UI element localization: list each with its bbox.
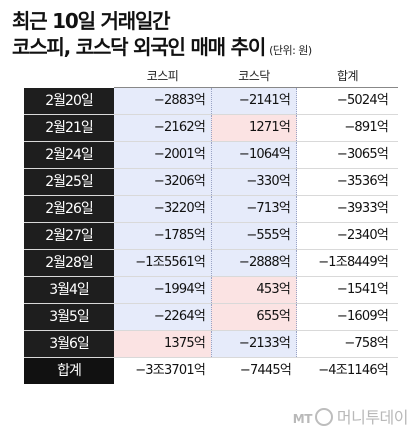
total-value: −2340억 xyxy=(336,228,389,243)
kosdaq-value: −330억 xyxy=(211,169,297,195)
table-row: 3월5일 −2264억 655억 −1609억 xyxy=(24,304,398,331)
total-value: −1조8449억 xyxy=(318,255,389,270)
header-divider xyxy=(114,87,398,88)
total-value: −891억 xyxy=(344,120,388,135)
kospi-value: −2162억 xyxy=(114,115,211,141)
table-row: 3월6일 1375억 −2133억 −758억 xyxy=(24,331,398,358)
title-line-2-text: 코스피, 코스닥 외국인 매매 추이 xyxy=(12,35,266,59)
sum-label: 합계 xyxy=(24,358,114,384)
total-value: −5024억 xyxy=(336,93,389,108)
total-value: −3065억 xyxy=(336,147,389,162)
row-date-label: 2월25일 xyxy=(24,169,114,195)
total-value: −3933억 xyxy=(336,201,389,216)
title-line-1: 최근 10일 거래일간 xyxy=(12,9,171,33)
table-body: 2월20일 −2883억 −2141억 −5024억 2월21일 −2162억 1271억 −… xyxy=(24,88,398,358)
kospi-value: −1조5561억 xyxy=(114,250,211,276)
kospi-value: −2883억 xyxy=(114,88,211,114)
table-row: 3월4일 −1994억 453억 −1541억 xyxy=(24,277,398,304)
row-date-label: 2월26일 xyxy=(24,196,114,222)
kosdaq-value: −2141억 xyxy=(211,88,297,114)
kospi-value: −3206억 xyxy=(114,169,211,195)
row-date-label: 2월28일 xyxy=(24,250,114,276)
row-date-label: 2월20일 xyxy=(24,88,114,114)
total-value: −1609억 xyxy=(336,309,389,324)
row-date-label: 2월24일 xyxy=(24,142,114,168)
foreign-trading-table: 코스피 코스닥 합계 2월20일 −2883억 −2141억 −5024억 2월21일 −… xyxy=(24,63,398,384)
header-total: 합계 xyxy=(336,69,359,83)
logo-text: 머니투데이 xyxy=(336,408,409,427)
sum-total: −4조1146억 xyxy=(297,358,398,384)
kospi-value: −3220억 xyxy=(114,196,211,222)
row-date-label: 2월21일 xyxy=(24,115,114,141)
row-date-label: 3월4일 xyxy=(24,277,114,303)
row-date-label: 2월27일 xyxy=(24,223,114,249)
title-line-2: 코스피, 코스닥 외국인 매매 추이 (단위: 원) xyxy=(12,34,412,64)
chart-title: 최근 10일 거래일간 코스피, 코스닥 외국인 매매 추이 (단위: 원) xyxy=(12,8,412,64)
total-value: −758억 xyxy=(344,336,388,351)
kospi-value: −1994억 xyxy=(114,277,211,303)
kospi-value: −2264억 xyxy=(114,304,211,330)
sum-kosdaq: −7445억 xyxy=(211,358,297,384)
kosdaq-value: −713억 xyxy=(211,196,297,222)
kosdaq-value: −2133억 xyxy=(211,331,297,357)
kospi-value: −1785억 xyxy=(114,223,211,249)
kosdaq-value: 453억 xyxy=(211,277,297,303)
table-row: 2월21일 −2162억 1271억 −891억 xyxy=(24,115,398,142)
sum-kospi: −3조3701억 xyxy=(114,358,211,384)
kosdaq-value: 1271억 xyxy=(211,115,297,141)
table-row: 2월26일 −3220억 −713억 −3933억 xyxy=(24,196,398,223)
header-kosdaq: 코스닥 xyxy=(238,69,270,83)
total-value: −3536억 xyxy=(336,174,389,189)
header-kospi: 코스피 xyxy=(146,69,179,83)
kosdaq-value: −1064억 xyxy=(211,142,297,168)
table-row: 2월20일 −2883억 −2141억 −5024억 xyxy=(24,88,398,115)
row-date-label: 3월6일 xyxy=(24,331,114,357)
table-row: 2월24일 −2001억 −1064억 −3065억 xyxy=(24,142,398,169)
kospi-value: −2001억 xyxy=(114,142,211,168)
kospi-value: 1375억 xyxy=(114,331,211,357)
kosdaq-value: −2888억 xyxy=(211,250,297,276)
table-row: 2월25일 −3206억 −330억 −3536억 xyxy=(24,169,398,196)
sum-row: 합계 −3조3701억 −7445억 −4조1146억 xyxy=(24,358,398,384)
table-row: 2월28일 −1조5561억 −2888억 −1조8449억 xyxy=(24,250,398,277)
table-header: 코스피 코스닥 합계 xyxy=(24,63,398,88)
logo-ring-icon xyxy=(314,408,333,426)
total-value: −1541억 xyxy=(336,282,389,297)
kosdaq-value: −555억 xyxy=(211,223,297,249)
table-row: 2월27일 −1785억 −555억 −2340억 xyxy=(24,223,398,250)
publisher-logo: MT 머니투데이 xyxy=(292,404,409,427)
logo-mt: MT xyxy=(292,412,313,426)
unit-note: (단위: 원) xyxy=(269,44,312,57)
kosdaq-value: 655억 xyxy=(211,304,297,330)
row-date-label: 3월5일 xyxy=(24,304,114,330)
